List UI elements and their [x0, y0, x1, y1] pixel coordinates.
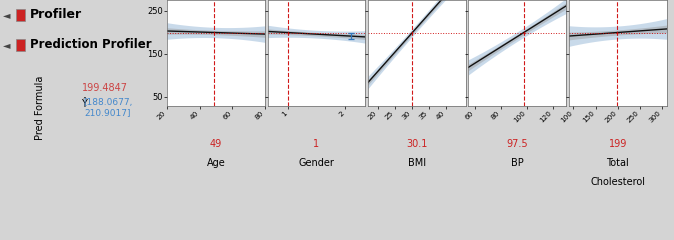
Text: BP: BP: [511, 158, 524, 168]
Text: Ŷ: Ŷ: [82, 99, 87, 109]
Text: BMI: BMI: [408, 158, 426, 168]
Text: Age: Age: [207, 158, 225, 168]
Text: Pred Formula: Pred Formula: [36, 76, 45, 140]
Text: Cholesterol: Cholesterol: [590, 177, 645, 187]
Text: 49: 49: [210, 139, 222, 149]
Text: 1: 1: [313, 139, 319, 149]
Text: Gender: Gender: [299, 158, 334, 168]
Text: Total: Total: [607, 158, 629, 168]
Text: [188.0677,: [188.0677,: [83, 97, 133, 107]
Text: 30.1: 30.1: [406, 139, 427, 149]
Text: 199.4847: 199.4847: [82, 83, 127, 93]
Text: 210.9017]: 210.9017]: [85, 108, 131, 117]
Text: ◄: ◄: [3, 10, 11, 20]
Text: Profiler: Profiler: [30, 8, 82, 22]
Text: 199: 199: [609, 139, 627, 149]
Text: Prediction Profiler: Prediction Profiler: [30, 38, 152, 52]
Text: ▼: ▼: [17, 10, 24, 20]
Text: 97.5: 97.5: [506, 139, 528, 149]
Text: ◄: ◄: [3, 40, 11, 50]
Text: ▼: ▼: [17, 40, 24, 50]
